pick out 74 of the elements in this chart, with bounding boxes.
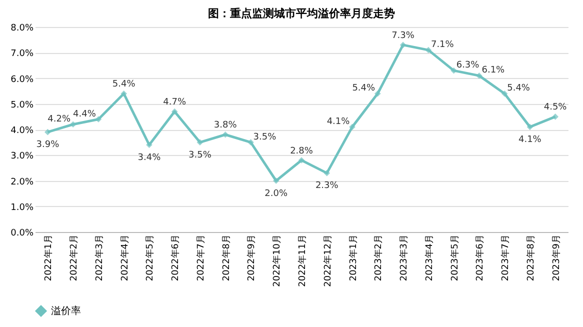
point (298, 157, 305, 164)
data-label: 2.8% (290, 146, 314, 156)
data-label: 3.8% (214, 120, 238, 131)
x-tick-label: 2023年6月 (474, 234, 486, 282)
data-label: 7.1% (430, 40, 454, 50)
point (44, 128, 51, 136)
data-label: 7.3% (392, 30, 415, 41)
data-label: 5.4% (507, 84, 530, 94)
data-label: 4.1% (518, 134, 542, 145)
data-label: 4.2% (48, 114, 71, 124)
point (374, 90, 381, 97)
x-tick-label: 2023年7月 (500, 234, 512, 282)
point (196, 139, 204, 146)
point (552, 114, 558, 120)
data-label: 5.4% (112, 80, 136, 90)
data-label: 4.5% (544, 102, 568, 113)
x-tick-label: 2022年11月 (297, 234, 308, 287)
y-tick-label: 2.0% (10, 177, 34, 188)
data-label: 4.4% (73, 109, 96, 120)
point (120, 90, 127, 97)
x-tick-label: 2022年12月 (322, 234, 334, 287)
point (95, 116, 102, 122)
data-label: 6.1% (482, 66, 506, 76)
data-label: 4.1% (326, 116, 350, 127)
data-label: 5.4% (352, 84, 376, 94)
point (400, 42, 406, 48)
data-label: 4.7% (163, 98, 186, 108)
data-label: 6.3% (456, 60, 480, 71)
data-label: 2.3% (315, 181, 339, 192)
data-label: 3.9% (36, 140, 60, 150)
x-tick-label: 2023年4月 (424, 234, 435, 282)
x-tick-label: 2022年6月 (170, 234, 182, 282)
point (272, 178, 280, 184)
x-tick-label: 2023年8月 (525, 234, 536, 282)
x-tick-label: 2023年3月 (398, 234, 410, 282)
y-tick-label: 4.0% (10, 126, 34, 136)
point (324, 170, 330, 176)
y-tick-label: 3.0% (10, 152, 34, 162)
point (70, 121, 76, 128)
point (349, 124, 356, 130)
data-label: 2.0% (264, 188, 288, 199)
x-tick-label: 2022年8月 (220, 234, 232, 282)
data-label: 3.5% (253, 132, 277, 142)
data-label: 3.4% (138, 152, 162, 163)
x-tick-label: 2022年2月 (68, 234, 80, 282)
y-tick-label: 5.0% (10, 100, 34, 110)
y-tick-label: 7.0% (10, 49, 34, 60)
y-tick-label: 6.0% (10, 74, 34, 85)
x-tick-label: 2023年2月 (373, 234, 384, 282)
point (501, 90, 508, 97)
point (476, 72, 482, 79)
point (526, 124, 534, 130)
point (450, 67, 457, 74)
point (425, 46, 432, 54)
point (222, 131, 229, 138)
x-tick-label: 2022年4月 (119, 234, 130, 282)
point (146, 142, 152, 148)
data-label: 3.5% (188, 150, 212, 160)
x-tick-label: 2022年5月 (144, 234, 156, 282)
y-tick-label: 1.0% (10, 202, 34, 213)
y-tick-label: 0.0% (10, 228, 34, 238)
x-tick-label: 2022年9月 (246, 234, 258, 282)
x-tick-label: 2022年3月 (94, 234, 105, 282)
x-tick-label: 2023年9月 (550, 234, 562, 282)
x-tick-label: 2022年1月 (43, 234, 54, 282)
legend-label: 溢价率 (51, 305, 81, 317)
x-tick-label: 2023年1月 (348, 234, 359, 282)
chart-title: 图：重点监测城市平均溢价率月度走势 (208, 7, 395, 20)
point (171, 108, 178, 115)
x-tick-label: 2023年5月 (449, 234, 460, 282)
x-tick-label: 2022年10月 (272, 234, 283, 287)
y-tick-label: 8.0% (10, 24, 34, 34)
point (248, 139, 254, 146)
x-tick-label: 2022年7月 (195, 234, 206, 282)
